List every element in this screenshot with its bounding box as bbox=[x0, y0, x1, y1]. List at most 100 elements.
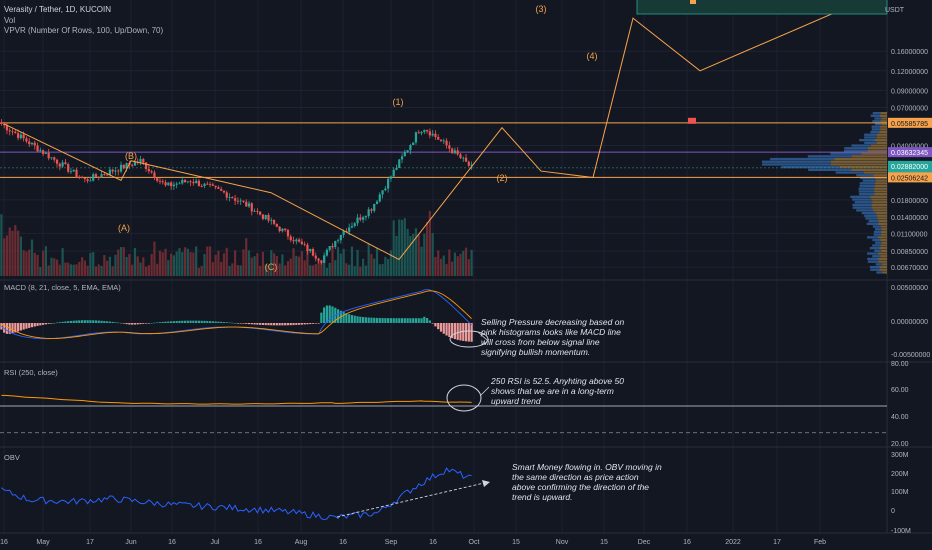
volume-bar bbox=[370, 253, 373, 276]
volume-bar bbox=[264, 264, 267, 276]
candle-body bbox=[417, 132, 420, 134]
candle-body bbox=[114, 170, 117, 172]
vpvr-row-down bbox=[880, 233, 887, 236]
vpvr-row-up bbox=[858, 187, 875, 190]
macd-histogram-bar bbox=[242, 323, 245, 324]
volume-bar bbox=[211, 262, 214, 276]
candle-body bbox=[94, 174, 98, 177]
vpvr-row-up bbox=[875, 241, 882, 244]
candle-body bbox=[28, 141, 31, 145]
macd-histogram-bar bbox=[44, 323, 48, 325]
vpvr-row-up bbox=[870, 130, 880, 134]
macd-histogram-bar bbox=[114, 322, 117, 323]
macd-histogram-bar bbox=[228, 322, 231, 324]
vol-legend[interactable]: Vol bbox=[4, 16, 15, 25]
volume-bar bbox=[323, 254, 326, 276]
time-tick-label: 15 bbox=[512, 539, 520, 546]
price-axis[interactable]: 0.16000000 0.12000000 0.09000000 0.07000000… bbox=[888, 49, 932, 535]
volume-bar bbox=[78, 261, 81, 276]
rsi-note-line: 250 RSI is 52.5. Anyhting above 50 bbox=[490, 376, 624, 386]
macd-histogram-bar bbox=[298, 323, 301, 325]
volume-bar bbox=[61, 248, 64, 276]
vpvr-row-up bbox=[844, 147, 868, 150]
candle-body bbox=[8, 130, 11, 132]
macd-histogram-bar bbox=[64, 321, 67, 323]
candle-body bbox=[384, 188, 387, 191]
vpvr-row-up bbox=[762, 160, 831, 163]
candle-body bbox=[284, 228, 287, 231]
candle-body bbox=[320, 260, 323, 263]
symbol-title[interactable]: Verasity / Tether, 1D, KUCOIN bbox=[4, 5, 111, 14]
macd-legend[interactable]: MACD (8, 21, close, 5, EMA, EMA) bbox=[4, 283, 121, 292]
volume-bar bbox=[22, 250, 25, 276]
macd-histogram-bar bbox=[317, 323, 320, 324]
volume-bar bbox=[236, 265, 239, 276]
vpvr-row-down bbox=[851, 155, 887, 158]
vpvr-legend[interactable]: VPVR (Number Of Rows, 100, Up/Down, 70) bbox=[4, 26, 164, 35]
candle-body bbox=[356, 217, 359, 224]
time-axis[interactable]: 16 May 17 Jun 16 Jul 16 Aug 16 Sep 16 Oct 15 Nov 15 Dec… bbox=[0, 539, 826, 546]
macd-histogram-bar bbox=[348, 314, 351, 323]
volume-bar bbox=[284, 265, 287, 276]
obv-legend[interactable]: OBV bbox=[4, 453, 20, 462]
vpvr-row-down bbox=[881, 249, 887, 252]
candle-body bbox=[175, 183, 178, 185]
volume-bar bbox=[183, 247, 187, 276]
volume-bar bbox=[406, 228, 409, 276]
rsi-legend[interactable]: RSI (250, close) bbox=[4, 368, 58, 377]
macd-histogram-bar bbox=[175, 321, 178, 323]
candle-body bbox=[39, 150, 42, 152]
macd-histogram-bar bbox=[80, 320, 84, 323]
candle-body bbox=[5, 125, 9, 131]
macd-histogram-bar bbox=[381, 318, 384, 323]
vpvr-row-down bbox=[878, 260, 887, 263]
obv-note-line: above confirming the direction of the bbox=[512, 482, 649, 492]
candle-body bbox=[367, 209, 370, 217]
volume-bar bbox=[97, 264, 100, 276]
price-tick-label: 0.01400000 bbox=[891, 215, 928, 222]
candle-body bbox=[247, 203, 251, 207]
candle-body bbox=[242, 200, 245, 202]
vpvr-row-down bbox=[876, 141, 887, 144]
vpvr-row-up bbox=[874, 117, 882, 120]
macd-histogram-bar bbox=[170, 321, 173, 323]
vpvr-row-up bbox=[869, 247, 880, 250]
wave-label-3: (C) bbox=[265, 262, 278, 272]
vpvr-row-up bbox=[872, 120, 881, 123]
macd-histogram-bar bbox=[16, 323, 20, 332]
vpvr-row-down bbox=[874, 193, 887, 196]
volume-bar bbox=[144, 266, 148, 276]
candle-body bbox=[158, 180, 162, 182]
macd-axis-label: 0.00500000 bbox=[891, 285, 928, 292]
rsi-axis-label: 80.00 bbox=[891, 361, 909, 368]
candle-body bbox=[214, 185, 217, 188]
volume-bar bbox=[462, 250, 465, 276]
volume-bar bbox=[158, 250, 162, 276]
macd-histogram-bar bbox=[111, 321, 114, 323]
macd-histogram-bar bbox=[286, 323, 290, 326]
volume-bar bbox=[275, 255, 278, 276]
obv-note: Smart Money flowing in. OBV moving in the… bbox=[512, 462, 662, 502]
candle-body bbox=[462, 157, 465, 159]
vpvr-row-down bbox=[873, 174, 887, 177]
candle-body bbox=[403, 152, 406, 157]
macd-histogram-bar bbox=[119, 322, 123, 324]
time-tick-label: Nov bbox=[556, 539, 569, 546]
volume-bar bbox=[256, 253, 259, 276]
macd-histogram-bar bbox=[417, 318, 420, 323]
candle-body bbox=[451, 148, 454, 154]
volume-bar bbox=[203, 253, 206, 276]
macd-histogram-bar bbox=[47, 323, 50, 324]
price-tick-label: 0.01100000 bbox=[891, 231, 928, 238]
obv-line bbox=[1, 467, 472, 521]
candle-body bbox=[412, 142, 415, 146]
macd-histogram-bar bbox=[50, 323, 53, 324]
candle-body bbox=[222, 190, 226, 193]
vpvr-row-down bbox=[878, 252, 887, 255]
vpvr-row-up bbox=[835, 171, 864, 174]
volume-bar bbox=[131, 264, 134, 276]
macd-histogram-bar bbox=[189, 320, 192, 323]
vpvr-row-down bbox=[878, 257, 887, 261]
horizontal-levels bbox=[0, 117, 887, 178]
